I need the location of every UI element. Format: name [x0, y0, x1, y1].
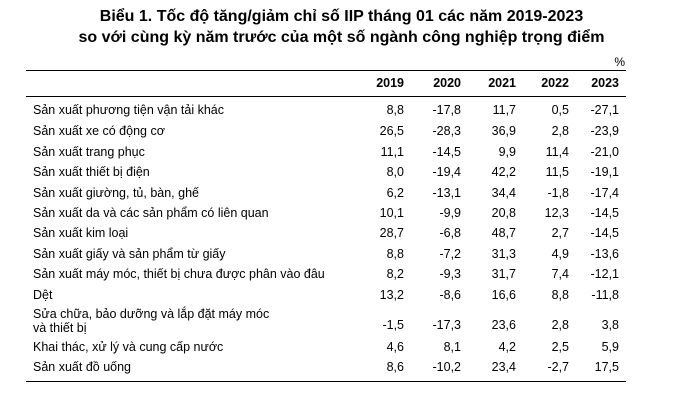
row-label-continued: và thiết bị [33, 321, 87, 335]
value-cell-2021: 23,6 [491, 318, 516, 332]
value-cell-2022: 12,3 [544, 206, 569, 220]
row-label: Sản xuất máy móc, thiết bị chưa được phâ… [33, 267, 325, 281]
year-header-2019: 2019 [376, 76, 404, 90]
row-label: Sản xuất kim loại [33, 226, 129, 240]
value-cell-2020: -10,2 [432, 360, 462, 374]
value-cell-2022: 2,8 [551, 124, 569, 138]
row-label: Sản xuất giường, tủ, bàn, ghế [33, 186, 199, 200]
row-label: Dệt [33, 288, 53, 302]
chart-title-line-2: so với cùng kỳ năm trước của một số ngàn… [78, 29, 605, 46]
value-cell-2021: 42,2 [491, 165, 516, 179]
row-label: Sửa chữa, bảo dưỡng và lắp đặt máy móc [33, 307, 270, 321]
value-cell-2020: -9,3 [439, 267, 461, 281]
value-cell-2023: -13,6 [590, 247, 620, 261]
value-cell-2019: 11,1 [380, 145, 404, 159]
value-cell-2019: 8,8 [386, 103, 404, 117]
year-header-2023: 2023 [591, 76, 619, 90]
value-cell-2020: -17,8 [432, 103, 462, 117]
value-cell-2019: 4,6 [386, 340, 404, 354]
value-cell-2020: -28,3 [432, 124, 462, 138]
value-cell-2023: -23,9 [590, 124, 620, 138]
value-cell-2019: -1,5 [382, 318, 404, 332]
row-label: Sản xuất thiết bị điện [33, 165, 150, 179]
value-cell-2021: 34,4 [491, 186, 516, 200]
value-cell-2019: 13,2 [379, 288, 404, 302]
value-cell-2019: 8,0 [386, 165, 404, 179]
value-cell-2021: 9,9 [498, 145, 516, 159]
value-cell-2023: -11,8 [591, 288, 619, 302]
value-cell-2020: -6,8 [439, 226, 461, 240]
value-cell-2022: 2,7 [551, 226, 569, 240]
row-label: Sản xuất xe có động cơ [33, 124, 165, 138]
value-cell-2021: 31,7 [491, 267, 516, 281]
year-header-2021: 2021 [488, 76, 516, 90]
value-cell-2021: 48,7 [491, 226, 516, 240]
value-cell-2023: -14,5 [590, 206, 620, 220]
value-cell-2023: -17,4 [590, 186, 620, 200]
chart-title-line-1: Biểu 1. Tốc độ tăng/giảm chỉ số IIP thán… [99, 8, 584, 25]
value-cell-2022: 0,5 [551, 103, 569, 117]
value-cell-2022: 8,8 [551, 288, 569, 302]
value-cell-2019: 8,2 [386, 267, 404, 281]
value-cell-2023: 3,8 [601, 318, 619, 332]
value-cell-2023: -21,0 [590, 145, 620, 159]
value-cell-2019: 28,7 [379, 226, 404, 240]
value-cell-2023: 5,9 [601, 340, 619, 354]
table-header-rule [26, 96, 626, 97]
value-cell-2021: 11,7 [492, 103, 516, 117]
value-cell-2022: 7,4 [551, 267, 569, 281]
value-cell-2020: -9,9 [439, 206, 461, 220]
value-cell-2022: 11,5 [545, 165, 569, 179]
value-cell-2019: 10,1 [379, 206, 404, 220]
value-cell-2021: 20,8 [491, 206, 516, 220]
value-cell-2022: -1,8 [547, 186, 569, 200]
value-cell-2023: 17,5 [594, 360, 619, 374]
row-label: Sản xuất da và các sản phẩm có liên quan [33, 206, 269, 220]
year-header-2022: 2022 [541, 76, 569, 90]
value-cell-2023: -12,1 [590, 267, 620, 281]
value-cell-2019: 8,8 [386, 247, 404, 261]
value-cell-2019: 8,6 [386, 360, 404, 374]
value-cell-2020: -7,2 [439, 247, 461, 261]
value-cell-2022: -2,7 [547, 360, 569, 374]
year-header-2020: 2020 [433, 76, 461, 90]
value-cell-2023: -19,1 [590, 165, 620, 179]
value-cell-2023: -14,5 [590, 226, 620, 240]
table-bottom-rule [26, 381, 626, 382]
value-cell-2019: 26,5 [379, 124, 404, 138]
value-cell-2020: 8,1 [443, 340, 461, 354]
value-cell-2020: -14,5 [432, 145, 462, 159]
value-cell-2021: 4,2 [498, 340, 516, 354]
value-cell-2021: 16,6 [491, 288, 516, 302]
row-label: Khai thác, xử lý và cung cấp nước [33, 340, 224, 354]
value-cell-2021: 31,3 [491, 247, 516, 261]
value-cell-2022: 4,9 [551, 247, 569, 261]
row-label: Sản xuất trang phục [33, 145, 145, 159]
value-cell-2020: -13,1 [432, 186, 462, 200]
value-cell-2023: -27,1 [590, 103, 620, 117]
row-label: Sản xuất phương tiện vận tải khác [33, 103, 224, 117]
unit-label: % [614, 55, 625, 69]
value-cell-2019: 6,2 [386, 186, 404, 200]
table-top-rule [26, 70, 626, 71]
value-cell-2020: -8,6 [439, 288, 461, 302]
value-cell-2020: -19,4 [432, 165, 462, 179]
value-cell-2021: 23,4 [491, 360, 516, 374]
value-cell-2022: 11,4 [545, 145, 569, 159]
row-label: Sản xuất đồ uống [33, 360, 131, 374]
value-cell-2022: 2,5 [551, 340, 569, 354]
row-label: Sản xuất giấy và sản phẩm từ giấy [33, 247, 226, 261]
value-cell-2020: -17,3 [432, 318, 462, 332]
value-cell-2022: 2,8 [551, 318, 569, 332]
value-cell-2021: 36,9 [491, 124, 516, 138]
